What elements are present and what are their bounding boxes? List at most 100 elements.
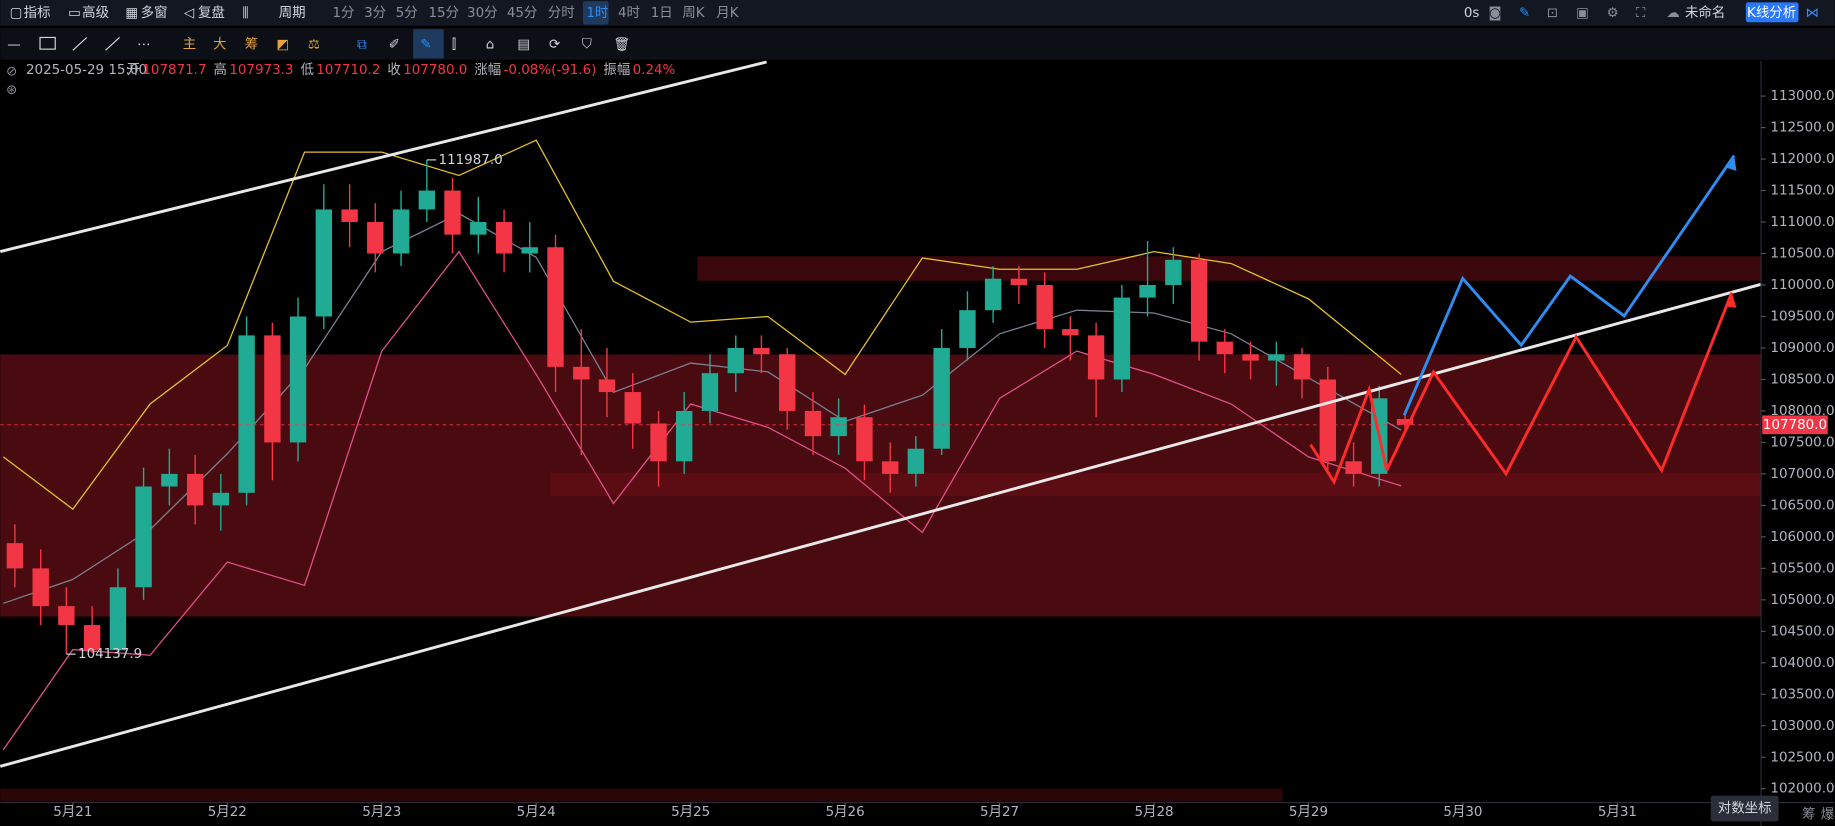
candle-body	[573, 366, 590, 380]
y-tick-label: 111000.0	[1770, 215, 1834, 230]
candle-body	[470, 222, 487, 235]
y-tick-label: 113000.0	[1770, 89, 1834, 104]
last-price-tag	[1762, 415, 1828, 435]
toolbar-button[interactable]: 指标	[24, 5, 51, 21]
expand-icon[interactable]: ⊛	[6, 83, 17, 98]
icon[interactable]: ▣	[1576, 6, 1589, 21]
axes: 102000.0 102500.0 103000.0 103500.0 104000.0…	[53, 89, 1834, 820]
info-label: 涨幅	[474, 62, 501, 78]
period-button[interactable]: 月K	[716, 6, 739, 21]
period-button[interactable]: 45分	[507, 5, 538, 21]
candle-body	[367, 222, 384, 254]
top-toolbar	[0, 0, 1835, 26]
period-button[interactable]: 1日	[651, 6, 673, 21]
info-label: 收	[387, 62, 400, 78]
candle-body	[804, 410, 822, 437]
y-tick-label: 111500.0	[1770, 184, 1834, 199]
active-tool-bg	[413, 29, 444, 59]
drawing-tool[interactable]: 大	[213, 36, 226, 52]
y-tick-label: 108500.0	[1770, 372, 1834, 387]
cloud-icon[interactable]: ☁	[1666, 6, 1679, 21]
draw-tool[interactable]: 🗑	[613, 36, 630, 52]
draw-tool[interactable]: ⫿	[452, 37, 456, 52]
period-button[interactable]: 周K	[682, 6, 705, 21]
draw-tool[interactable]: —	[7, 37, 20, 52]
period-button[interactable]: 5分	[396, 5, 418, 21]
info-label: 高	[214, 61, 227, 78]
info-value: 107973.3	[229, 63, 293, 78]
red-arrowhead	[1724, 292, 1737, 308]
candle-body	[727, 347, 744, 374]
toolbar-button[interactable]: 高级	[82, 4, 109, 21]
draw-tool[interactable]: ⋯	[137, 37, 150, 52]
candle-body	[1113, 297, 1131, 380]
period-button[interactable]: 分时	[548, 5, 575, 21]
draw-tool[interactable]: ◩	[276, 37, 289, 52]
toolbar-icon[interactable]: ▦	[125, 6, 138, 21]
layout-name[interactable]: 未命名	[1685, 4, 1725, 21]
period-button[interactable]: 3分	[364, 5, 386, 21]
y-tick-label: 110000.0	[1770, 278, 1834, 293]
analysis-button[interactable]: K线分析	[1747, 5, 1796, 21]
draw-tool[interactable]: ✐	[389, 37, 400, 52]
price-axis-panel	[1761, 60, 1835, 826]
candle-body	[1062, 329, 1079, 336]
draw-tool[interactable]: ⛉	[582, 37, 592, 52]
draw-tool[interactable]	[72, 37, 88, 51]
x-tick-label: 5月29	[1289, 805, 1328, 820]
analysis-button-bg[interactable]	[1745, 2, 1799, 23]
candle-body	[83, 625, 101, 651]
fullscreen-icon[interactable]: ⛶	[1635, 6, 1646, 21]
icon[interactable]: ⊡	[1547, 6, 1558, 21]
candle-body	[6, 543, 24, 569]
toolbar-icon[interactable]: ⫼	[242, 6, 248, 21]
channel-lower	[0, 282, 1762, 768]
settings-icon[interactable]: ⚙	[1607, 6, 1619, 21]
camera-icon[interactable]: ◙	[1488, 6, 1501, 21]
toolbar-icon[interactable]: ▭	[68, 6, 81, 21]
toolbar-icon[interactable]: ◁	[183, 6, 195, 21]
y-tick-label: 108000.0	[1770, 404, 1834, 419]
bottom-right-tool[interactable]: 筹	[1802, 805, 1815, 822]
draw-tool[interactable]: ▤	[517, 37, 530, 52]
x-tick-label: 5月23	[362, 805, 401, 820]
candle-body	[1293, 354, 1311, 380]
y-tick-label: 107500.0	[1770, 435, 1834, 450]
period-button[interactable]: 4时	[618, 5, 640, 21]
period-button[interactable]: 1时	[586, 5, 608, 21]
info-value: 107710.2	[316, 63, 380, 78]
y-tick-label: 105000.0	[1770, 593, 1834, 608]
draw-tool[interactable]: ⚖	[308, 37, 320, 52]
toolbar-button[interactable]: 多窗	[141, 4, 168, 21]
draw-tool[interactable]	[105, 37, 120, 51]
period-button[interactable]: 15分	[428, 5, 459, 21]
info-label: 低	[300, 62, 313, 78]
draw-tool[interactable]	[39, 36, 56, 50]
collapse-icon[interactable]: ⊘	[6, 64, 17, 79]
candle-body	[1242, 354, 1259, 361]
y-tick-label: 106000.0	[1770, 530, 1834, 545]
candle-body	[495, 222, 513, 254]
drawing-tool[interactable]: 筹	[245, 35, 258, 52]
period-button[interactable]: 1分	[333, 5, 355, 21]
candle-body	[1319, 379, 1336, 462]
axis-mode-tooltip[interactable]: 对数坐标	[1718, 800, 1772, 816]
toolbar-icon[interactable]: ▢	[10, 6, 23, 21]
draw-tool[interactable]: ⧉	[357, 37, 367, 52]
toolbar-items: ▢ ▭ ▦ ◁ ⫼ ◙ ✎ ⊡ ▣ ⚙ ⛶ ☁ ⋈ — ⋯ ◩ ⚖ ⧉ ✐ ✎ …	[6, 4, 1819, 98]
drawing-tool[interactable]: 主	[183, 36, 196, 52]
share-icon[interactable]: ⋈	[1806, 6, 1819, 21]
period-button[interactable]: 30分	[467, 5, 498, 21]
tool-toolbar	[0, 28, 1835, 60]
pen-icon[interactable]: ✎	[1519, 6, 1530, 21]
toolbar-button[interactable]: 复盘	[198, 4, 225, 21]
candle-body	[1190, 259, 1208, 342]
candle-body	[135, 486, 152, 588]
bottom-right-tool[interactable]: 爆	[1821, 806, 1835, 822]
toolbar-button[interactable]: 周期	[279, 5, 306, 21]
draw-tool[interactable]: ⌂	[486, 37, 495, 52]
draw-tool[interactable]: ✎	[420, 37, 431, 52]
candle-body	[882, 461, 899, 474]
draw-tool[interactable]: ⟳	[549, 37, 561, 52]
